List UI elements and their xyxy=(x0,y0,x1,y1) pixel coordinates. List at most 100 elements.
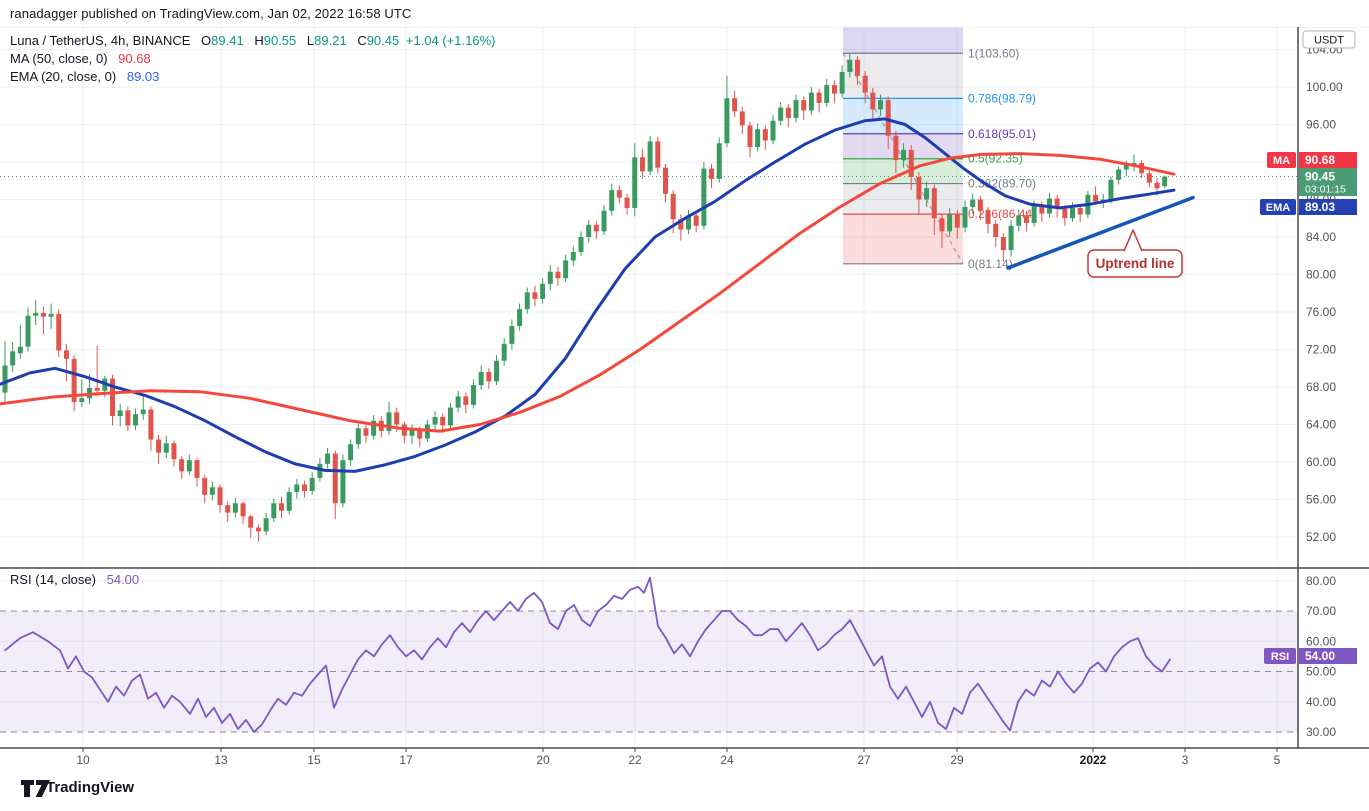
bar-countdown: 03:01:15 xyxy=(1305,184,1346,196)
ema-value: 89.03 xyxy=(126,69,160,84)
candle-up xyxy=(325,447,331,469)
time-tick-label: 10 xyxy=(76,753,90,767)
time-axis[interactable]: 10 13 15 17 20 22 24 27 29 2022 3 5 xyxy=(76,748,1281,767)
candle-down xyxy=(156,434,162,464)
fib-band xyxy=(843,158,963,184)
candle-down xyxy=(94,345,100,397)
candle-down xyxy=(63,343,69,382)
candle-up xyxy=(271,498,277,522)
candle-up xyxy=(793,94,799,123)
open-value: 89.41 xyxy=(211,33,244,48)
candle-down xyxy=(179,456,185,479)
time-tick-label: 24 xyxy=(720,753,734,767)
legend-ma-row[interactable]: MA (50, close, 0) 90.68 xyxy=(10,50,496,68)
candle-down xyxy=(71,355,77,412)
candle-down xyxy=(1023,210,1029,232)
candle-down xyxy=(240,501,246,524)
ma50-line xyxy=(0,152,1176,433)
candle-down xyxy=(217,484,223,513)
rsi-value-badge xyxy=(1299,648,1357,664)
candle-up xyxy=(17,325,23,359)
candle-down xyxy=(148,406,154,451)
ema20-line xyxy=(0,117,1176,473)
candle-down xyxy=(870,87,876,121)
rsi-tick-label: 40.00 xyxy=(1306,695,1336,709)
candle-down xyxy=(762,125,768,150)
fib-band xyxy=(843,183,963,215)
uptrend-callout[interactable]: Uptrend line xyxy=(1087,229,1183,278)
candle-up xyxy=(962,200,968,233)
currency-badge[interactable]: USDT xyxy=(1302,30,1356,49)
fib-retracement-drawing[interactable]: 1(103.60)0.786(98.79)0.618(95.01)0.5(92.… xyxy=(842,27,1036,271)
price-tick-label: 56.00 xyxy=(1306,493,1336,507)
svg-text:MA: MA xyxy=(1273,155,1290,167)
candle-down xyxy=(56,309,62,357)
candle-up xyxy=(847,53,853,78)
candle-down xyxy=(908,145,914,191)
time-tick-label: 22 xyxy=(628,753,642,767)
candle-down xyxy=(1093,186,1099,205)
candle-down xyxy=(255,524,261,542)
candle-up xyxy=(25,307,31,352)
svg-text:RSI: RSI xyxy=(1271,651,1289,663)
rsi-tick-label: 70.00 xyxy=(1306,604,1336,618)
tradingview-brand-text[interactable]: TradingView xyxy=(46,779,135,796)
rsi-tick-label: 30.00 xyxy=(1306,725,1336,739)
candle-down xyxy=(854,56,860,86)
ma-price-badge xyxy=(1299,152,1357,168)
rsi-tick-label: 80.00 xyxy=(1306,574,1336,588)
fib-level-label: 0.786(98.79) xyxy=(968,91,1036,105)
candle-down xyxy=(639,148,645,179)
candle-up xyxy=(494,355,500,386)
low-value: 89.21 xyxy=(314,33,347,48)
candle-up xyxy=(601,205,607,236)
candle-up xyxy=(209,481,215,501)
candle-up xyxy=(1016,209,1022,232)
fib-level-label: 0(81.14) xyxy=(968,257,1013,271)
candle-up xyxy=(609,183,615,216)
candle-up xyxy=(901,143,907,168)
fib-band xyxy=(843,214,963,264)
candle-up xyxy=(48,303,54,329)
price-tick-label: 100.00 xyxy=(1306,80,1343,94)
candle-up xyxy=(517,303,523,331)
candle-down xyxy=(110,374,116,426)
high-value: 90.55 xyxy=(263,33,297,48)
uptrend-trendline[interactable] xyxy=(1006,195,1195,270)
price-axis[interactable]: 104.00100.0096.0092.0088.0084.0080.0076.… xyxy=(1306,43,1343,740)
rsi-label: RSI (14, close) xyxy=(10,572,96,587)
candle-down xyxy=(202,475,208,504)
price-tick-label: 72.00 xyxy=(1306,343,1336,357)
price-tick-label: 76.00 xyxy=(1306,305,1336,319)
symbol-title: Luna / TetherUS, 4h, BINANCE xyxy=(10,33,191,48)
candle-down xyxy=(248,514,254,538)
candle-down xyxy=(739,106,745,134)
fib-level-label: 1(103.60) xyxy=(968,46,1019,60)
candle-down xyxy=(40,306,46,335)
candle-down xyxy=(225,501,231,522)
legend-symbol-row[interactable]: Luna / TetherUS, 4h, BINANCE O89.41 H90.… xyxy=(10,32,496,50)
time-tick-label: 2022 xyxy=(1080,753,1107,767)
candle-down xyxy=(939,213,945,249)
candle-down xyxy=(662,163,668,203)
candle-up xyxy=(2,341,8,402)
candle-up xyxy=(924,181,930,207)
candle-up xyxy=(33,299,39,326)
tradingview-logo-icon[interactable] xyxy=(20,778,52,800)
candle-down xyxy=(194,458,200,487)
fib-band xyxy=(843,53,963,99)
candle-up xyxy=(1162,175,1168,189)
candle-up xyxy=(586,220,592,243)
candle-down xyxy=(678,214,684,241)
price-tick-label: 64.00 xyxy=(1306,418,1336,432)
legend-ema-row[interactable]: EMA (20, close, 0) 89.03 xyxy=(10,68,496,86)
candle-down xyxy=(801,96,807,120)
candle-up xyxy=(878,94,884,117)
candle-up xyxy=(778,102,784,126)
candle-down xyxy=(1146,170,1152,188)
rsi-legend-row[interactable]: RSI (14, close) 54.00 xyxy=(10,572,139,588)
candle-up xyxy=(770,115,776,145)
candle-down xyxy=(732,90,738,117)
candle-down xyxy=(816,88,822,113)
